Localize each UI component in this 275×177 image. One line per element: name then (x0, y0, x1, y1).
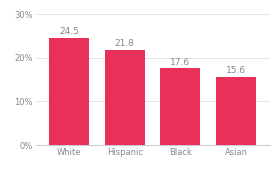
Bar (216, 77, 256, 145)
Bar (160, 68, 200, 145)
Bar (49, 38, 89, 145)
Text: 21.8: 21.8 (115, 39, 135, 48)
Text: 15.6: 15.6 (226, 66, 246, 75)
Bar (105, 50, 145, 145)
Text: 24.5: 24.5 (59, 27, 79, 36)
Text: 17.6: 17.6 (170, 58, 191, 67)
